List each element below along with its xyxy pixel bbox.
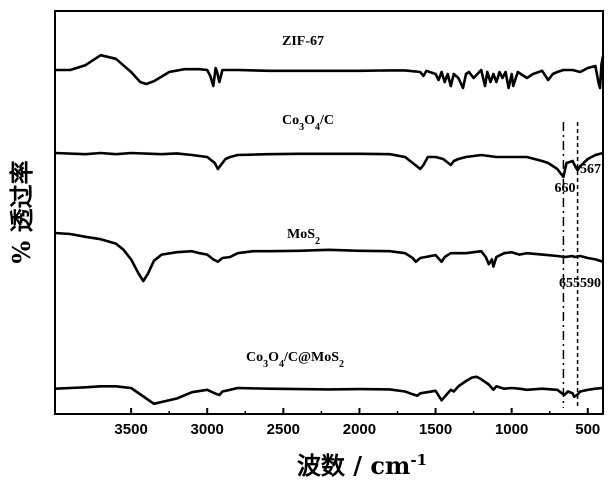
x-tick-label: 2000 [343,421,376,438]
annotation-660: 660 [555,181,576,196]
series-line-1 [54,151,604,179]
series-label-3: Co3O4/C@MoS2 [246,350,344,370]
series-line-3 [54,375,604,406]
x-tick-label: 1500 [419,421,452,438]
x-tick-label: 2500 [267,421,300,438]
x-tick-label: 3500 [114,421,147,438]
x-axis-title: 波数 / cm-1 [297,451,427,480]
series-line-2 [54,231,604,283]
x-tick-label: 1000 [495,421,528,438]
annotation-567: 567 [580,162,601,177]
annotation-590: 590 [580,276,601,291]
annotation-655: 655 [559,276,580,291]
series-label-1: Co3O4/C [282,113,334,133]
series-line-0 [55,53,605,90]
x-tick-label: 500 [575,421,600,438]
series-label-2: MoS2 [287,227,320,247]
plot-frame [54,10,604,415]
series-label-0: ZIF-67 [282,34,324,49]
x-tick-label: 3000 [191,421,224,438]
y-axis-title: % 透过率 [7,160,36,263]
